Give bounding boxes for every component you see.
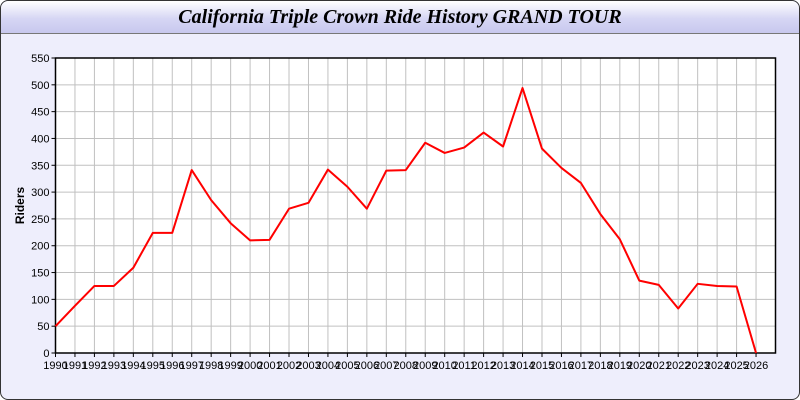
x-tick-label: 2025: [724, 360, 748, 372]
x-tick-label: 1990: [43, 360, 67, 372]
x-tick-label: 1998: [199, 360, 223, 372]
x-tick-label: 2017: [569, 360, 593, 372]
plot-border: [54, 57, 777, 354]
x-tick-label: 2018: [588, 360, 612, 372]
x-tick-label: 2000: [238, 360, 262, 372]
x-tick-label: 2003: [296, 360, 320, 372]
x-tick-label: 2002: [277, 360, 301, 372]
chart-title: California Triple Crown Ride History GRA…: [178, 6, 622, 28]
y-tick-label: 250: [31, 214, 49, 226]
x-tick-label: 1996: [160, 360, 184, 372]
y-tick-label: 350: [31, 160, 49, 172]
x-tick-label: 2023: [685, 360, 709, 372]
x-tick-label: 2020: [627, 360, 651, 372]
x-tick-label: 2024: [705, 360, 729, 372]
x-tick-label: 2019: [608, 360, 632, 372]
y-tick-label: 300: [31, 187, 49, 199]
x-tick-label: 2004: [316, 360, 340, 372]
x-tick-label: 2022: [666, 360, 690, 372]
x-tick-label: 1999: [218, 360, 242, 372]
x-tick-label: 2026: [744, 360, 768, 372]
x-tick-label: 2013: [491, 360, 515, 372]
y-tick-label: 400: [31, 133, 49, 145]
y-tick-label: 200: [31, 241, 49, 253]
y-tick-label: 500: [31, 80, 49, 92]
x-tick-label: 2001: [257, 360, 281, 372]
x-tick-label: 2007: [374, 360, 398, 372]
x-tick-label: 1991: [63, 360, 87, 372]
y-tick-label: 150: [31, 268, 49, 280]
x-tick-label: 1993: [102, 360, 126, 372]
y-tick-label: 0: [43, 348, 49, 360]
x-tick-label: 2006: [355, 360, 379, 372]
y-tick-label: 100: [31, 294, 49, 306]
x-tick-label: 2011: [452, 360, 476, 372]
x-tick-label: 1994: [121, 360, 145, 372]
x-tick-label: 2015: [530, 360, 554, 372]
title-bar: California Triple Crown Ride History GRA…: [1, 1, 799, 34]
x-tick-label: 2021: [647, 360, 671, 372]
plot-area: [55, 58, 776, 353]
x-tick-label: 1992: [82, 360, 106, 372]
x-tick-label: 2008: [394, 360, 418, 372]
y-tick-label: 50: [37, 321, 49, 333]
x-tick-label: 2010: [432, 360, 456, 372]
x-tick-label: 1997: [179, 360, 203, 372]
x-tick-label: 2009: [413, 360, 437, 372]
x-tick-label: 2014: [510, 360, 534, 372]
x-tick-label: 2016: [549, 360, 573, 372]
x-tick-label: 2012: [471, 360, 495, 372]
y-axis-label: Riders: [13, 187, 27, 225]
y-tick-label: 550: [31, 53, 49, 65]
y-tick-label: 450: [31, 107, 49, 119]
x-tick-label: 1995: [141, 360, 165, 372]
x-tick-label: 2005: [335, 360, 359, 372]
